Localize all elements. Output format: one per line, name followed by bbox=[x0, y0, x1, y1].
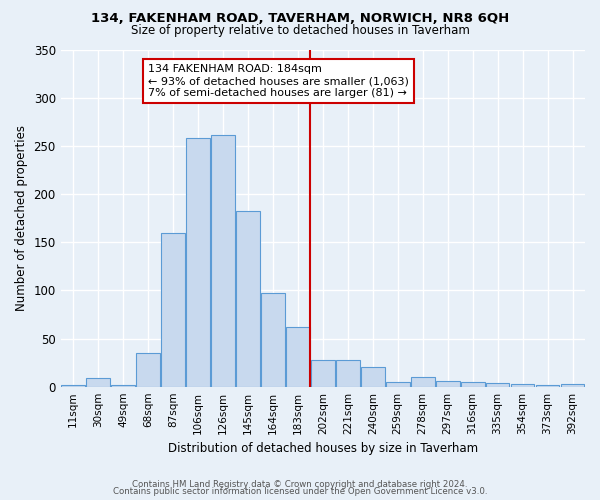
Bar bbox=[161, 233, 185, 386]
Bar bbox=[436, 381, 460, 386]
Bar bbox=[186, 138, 210, 386]
Bar bbox=[61, 385, 85, 386]
Bar bbox=[536, 385, 559, 386]
Bar bbox=[511, 384, 535, 386]
Bar bbox=[560, 384, 584, 386]
X-axis label: Distribution of detached houses by size in Taverham: Distribution of detached houses by size … bbox=[168, 442, 478, 455]
Bar bbox=[136, 353, 160, 386]
Bar bbox=[461, 382, 485, 386]
Y-axis label: Number of detached properties: Number of detached properties bbox=[15, 126, 28, 312]
Bar bbox=[411, 377, 434, 386]
Bar bbox=[261, 294, 285, 386]
Text: Contains HM Land Registry data © Crown copyright and database right 2024.: Contains HM Land Registry data © Crown c… bbox=[132, 480, 468, 489]
Text: 134 FAKENHAM ROAD: 184sqm
← 93% of detached houses are smaller (1,063)
7% of sem: 134 FAKENHAM ROAD: 184sqm ← 93% of detac… bbox=[148, 64, 409, 98]
Text: Size of property relative to detached houses in Taverham: Size of property relative to detached ho… bbox=[131, 24, 469, 37]
Bar bbox=[236, 210, 260, 386]
Text: Contains public sector information licensed under the Open Government Licence v3: Contains public sector information licen… bbox=[113, 487, 487, 496]
Bar bbox=[386, 382, 410, 386]
Bar bbox=[486, 383, 509, 386]
Text: 134, FAKENHAM ROAD, TAVERHAM, NORWICH, NR8 6QH: 134, FAKENHAM ROAD, TAVERHAM, NORWICH, N… bbox=[91, 12, 509, 26]
Bar bbox=[111, 385, 135, 386]
Bar bbox=[336, 360, 359, 386]
Bar bbox=[311, 360, 335, 386]
Bar bbox=[86, 378, 110, 386]
Bar bbox=[211, 134, 235, 386]
Bar bbox=[361, 368, 385, 386]
Bar bbox=[286, 327, 310, 386]
